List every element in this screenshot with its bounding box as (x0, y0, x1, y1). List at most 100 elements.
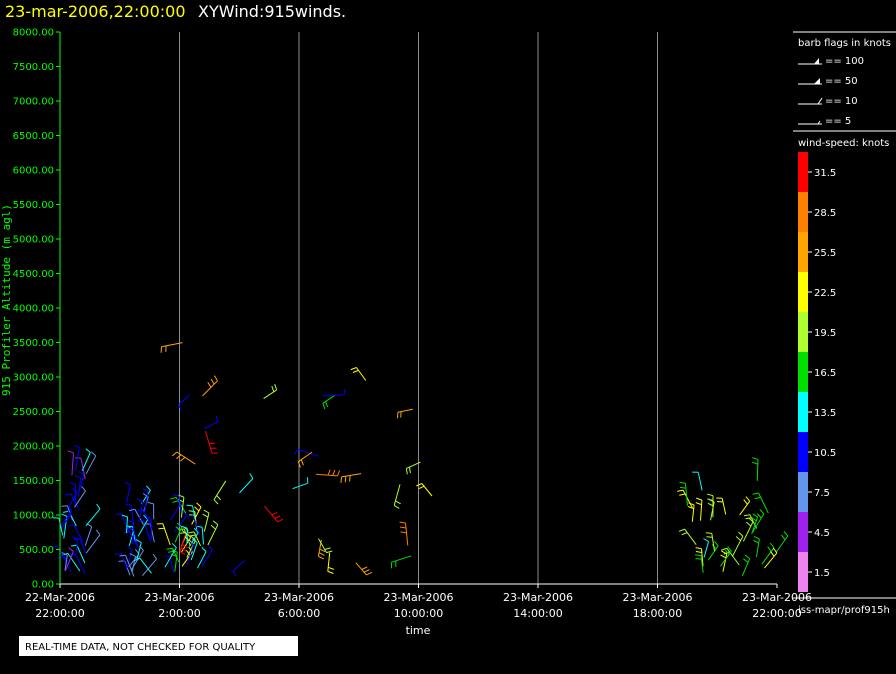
wind-barb (174, 522, 183, 543)
x-axis-ticks: 22-Mar-2006 22:00:00 23-Mar-2006 2:00:00 23-… (25, 584, 812, 620)
wind-barb (707, 498, 715, 521)
speed-color-swatch (798, 312, 808, 352)
wind-barb (52, 517, 64, 536)
x-axis-label: time (406, 624, 431, 637)
y-tick-label: 6000.00 (13, 166, 54, 177)
wind-barb (160, 342, 183, 353)
wind-barb (67, 450, 74, 476)
wind-barb (164, 555, 175, 573)
wind-barb (191, 502, 202, 525)
wind-barb (172, 494, 182, 513)
wind-barb (239, 473, 254, 494)
barb-legend-label: == 10 (825, 96, 858, 107)
wind-barb (416, 483, 433, 497)
x-tick-time: 10:00:00 (394, 607, 443, 620)
wind-barb (178, 394, 191, 411)
speed-legend-title: wind-speed: knots (798, 138, 889, 149)
wind-barb (753, 535, 760, 558)
y-tick-label: 6500.00 (13, 131, 54, 142)
x-tick-date: 23-Mar-2006 (264, 591, 334, 604)
wind-barb (171, 451, 196, 465)
wind-barb (677, 489, 693, 509)
wind-barb (186, 540, 195, 566)
y-axis-label: 915 Profiler Altitude (m agl) (0, 204, 13, 396)
wind-barb (156, 523, 171, 546)
y-tick-label: 7000.00 (13, 97, 54, 108)
speed-legend-bin: 16.5 (798, 352, 836, 392)
title-plot-name: XYWind:915winds. (198, 2, 346, 21)
x-tick-date: 23-Mar-2006 (503, 591, 573, 604)
wind-barb (147, 501, 155, 520)
speed-color-swatch (798, 512, 808, 552)
wind-barb (205, 430, 218, 454)
wind-barb (61, 513, 68, 539)
x-tick-time: 18:00:00 (633, 607, 682, 620)
wind-barb (124, 481, 131, 504)
wind-barb (69, 553, 87, 575)
barb-legend-title: barb flags in knots (798, 38, 891, 49)
speed-legend-label: 10.5 (814, 448, 836, 459)
wind-barb (719, 546, 732, 567)
wind-barb (74, 485, 86, 508)
speed-color-swatch (798, 472, 808, 512)
wind-barb (716, 497, 727, 515)
wind-barb (197, 547, 207, 569)
speed-legend-bin: 4.5 (798, 512, 830, 552)
x-tick-time: 22:00:00 (35, 607, 84, 620)
wind-barb (399, 521, 409, 546)
wind-barb (397, 408, 413, 419)
speed-legend-bin: 25.5 (798, 232, 836, 272)
wind-barb (721, 547, 740, 566)
wind-barb (73, 444, 80, 471)
y-tick-label: 3500.00 (13, 338, 54, 349)
wind-barb (405, 461, 421, 475)
speed-legend-label: 13.5 (814, 408, 836, 419)
wind-barb (119, 554, 135, 577)
wind-barb (81, 448, 91, 472)
speed-legend-label: 25.5 (814, 248, 836, 259)
y-tick-label: 1500.00 (13, 476, 54, 487)
wind-barb (78, 470, 85, 491)
wind-barb (703, 538, 710, 558)
speed-legend-label: 31.5 (814, 168, 836, 179)
barb-legend-label: == 5 (825, 116, 851, 127)
wind-barb (390, 555, 412, 569)
wind-barb (125, 546, 133, 570)
speed-color-swatch (798, 192, 808, 232)
y-tick-label: 3000.00 (13, 373, 54, 384)
y-tick-label: 0.00 (32, 580, 54, 591)
wind-barb (213, 480, 227, 505)
wind-barb (85, 503, 101, 527)
wind-barb (743, 514, 758, 529)
speed-color-swatch (798, 552, 808, 592)
wind-barb (142, 488, 149, 513)
x-tick-date: 22-Mar-2006 (25, 591, 95, 604)
wind-barb (61, 552, 68, 571)
x-tick-date: 23-Mar-2006 (384, 591, 454, 604)
speed-color-swatch (798, 392, 808, 432)
barb-legend-label: == 100 (825, 56, 864, 67)
wind-barb (188, 531, 202, 547)
y-tick-label: 4000.00 (13, 304, 54, 315)
barb-legend-item: == 50 (798, 76, 858, 87)
wind-barb (695, 497, 703, 521)
wind-barb (752, 492, 769, 514)
wind-barb (121, 514, 128, 534)
source-path: iss-mapr/prof915h (798, 605, 890, 616)
wind-barb (70, 544, 86, 564)
y-tick-label: 2000.00 (13, 442, 54, 453)
wind-barb (692, 471, 703, 491)
wind-barb (84, 522, 93, 546)
speed-legend-bin: 10.5 (798, 432, 836, 472)
wind-barb (741, 554, 751, 577)
barb-flag-legend: barb flags in knots == 100 == 50 == 10 == 5 (793, 31, 896, 132)
wind-barb (720, 550, 728, 572)
wind-speed-legend: wind-speed: knots 31.5 28.5 25.5 22.5 19.5 16… (793, 138, 896, 599)
speed-legend-label: 1.5 (814, 568, 830, 579)
wind-barb (179, 535, 188, 556)
wind-barb (177, 494, 185, 518)
speed-legend-label: 7.5 (814, 488, 830, 499)
wind-barb (187, 515, 201, 535)
wind-barb (85, 451, 97, 475)
speed-legend-label: 22.5 (814, 288, 836, 299)
